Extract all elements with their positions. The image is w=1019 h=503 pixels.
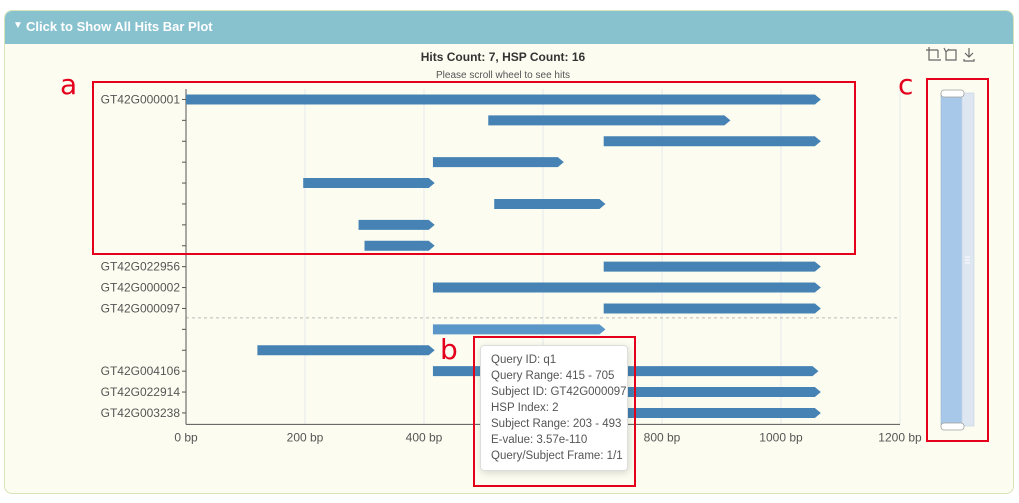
hsp-bar[interactable] (303, 178, 435, 189)
x-tick-label: 200 bp (287, 430, 324, 444)
hsp-bar[interactable] (603, 303, 821, 314)
annotation-label-a: a (60, 68, 78, 101)
panel-header-label: Click to Show All Hits Bar Plot (26, 19, 213, 34)
hsp-bar[interactable] (432, 324, 606, 335)
tooltip-line: Query Range: 415 - 705 (491, 370, 615, 382)
x-tick-label: 0 bp (174, 430, 198, 444)
zoom-grip-icon (965, 256, 970, 264)
y-tick-label: GT42G000097 (101, 301, 181, 315)
zoom-handle-bottom[interactable] (940, 422, 965, 431)
hsp-bar[interactable] (432, 282, 821, 293)
hsp-bar[interactable] (358, 219, 435, 230)
annotation-box-c (926, 78, 989, 442)
hsp-bar[interactable] (603, 261, 821, 272)
x-tick-label: 1000 bp (759, 430, 803, 444)
y-axis: GT42G000001 GT42G022956 GT42G000002 GT42G00… (101, 89, 187, 425)
x-tick-label: 400 bp (406, 430, 443, 444)
download-icon[interactable] (963, 48, 975, 62)
annotation-box-b (473, 336, 636, 487)
hsp-bar[interactable] (257, 345, 435, 356)
y-tick-label: GT42G000002 (101, 281, 181, 295)
y-tick-label: GT42G003238 (101, 406, 181, 420)
tooltip-line: Query/Subject Frame: 1/1 (491, 450, 623, 462)
hsp-bar[interactable] (603, 387, 821, 398)
hsp-bar[interactable] (494, 198, 606, 209)
annotation-box-a (92, 81, 856, 255)
hsp-bar[interactable] (488, 115, 731, 126)
zoom-handle-top[interactable] (940, 89, 965, 98)
hsp-bar[interactable] (603, 136, 821, 147)
y-tick-label: GT42G000001 (101, 92, 181, 106)
zoom-range-fill[interactable] (940, 92, 965, 427)
toggle-hits-bar-plot-header[interactable]: ▼ Click to Show All Hits Bar Plot (5, 11, 1013, 44)
hsp-tooltip: Query ID: q1 Query Range: 415 - 705 Subj… (480, 345, 628, 471)
annotation-label-b: b (440, 333, 458, 366)
tooltip-line: Subject ID: GT42G000097 (491, 386, 627, 398)
y-tick-label: GT42G022956 (101, 260, 181, 274)
vertical-data-zoom[interactable] (940, 89, 975, 431)
annotation-label-c: c (898, 68, 914, 101)
tooltip-line: HSP Index: 2 (491, 402, 559, 414)
tooltip-line: Subject Range: 203 - 493 (491, 418, 622, 430)
tooltip-line: E-value: 3.57e-110 (491, 434, 588, 446)
zoom-select-icon[interactable] (926, 47, 941, 61)
hsp-bar[interactable] (432, 157, 564, 168)
tooltip-line: Query ID: q1 (491, 354, 557, 366)
bars-group (186, 94, 821, 418)
x-tick-label: 1200 bp (878, 430, 922, 444)
y-tick-label: GT42G004106 (101, 364, 181, 378)
chart-subtitle: Please scroll wheel to see hits (436, 70, 570, 81)
y-tick-label: GT42G022914 (101, 385, 181, 399)
hsp-bar[interactable] (364, 240, 435, 251)
triangle-down-icon: ▼ (13, 20, 23, 31)
hsp-bar[interactable] (603, 407, 821, 418)
hsp-bar[interactable] (186, 94, 821, 105)
zoom-reset-icon[interactable] (943, 47, 957, 61)
chart-title: Hits Count: 7, HSP Count: 16 (421, 50, 586, 64)
x-tick-label: 800 bp (644, 430, 681, 444)
